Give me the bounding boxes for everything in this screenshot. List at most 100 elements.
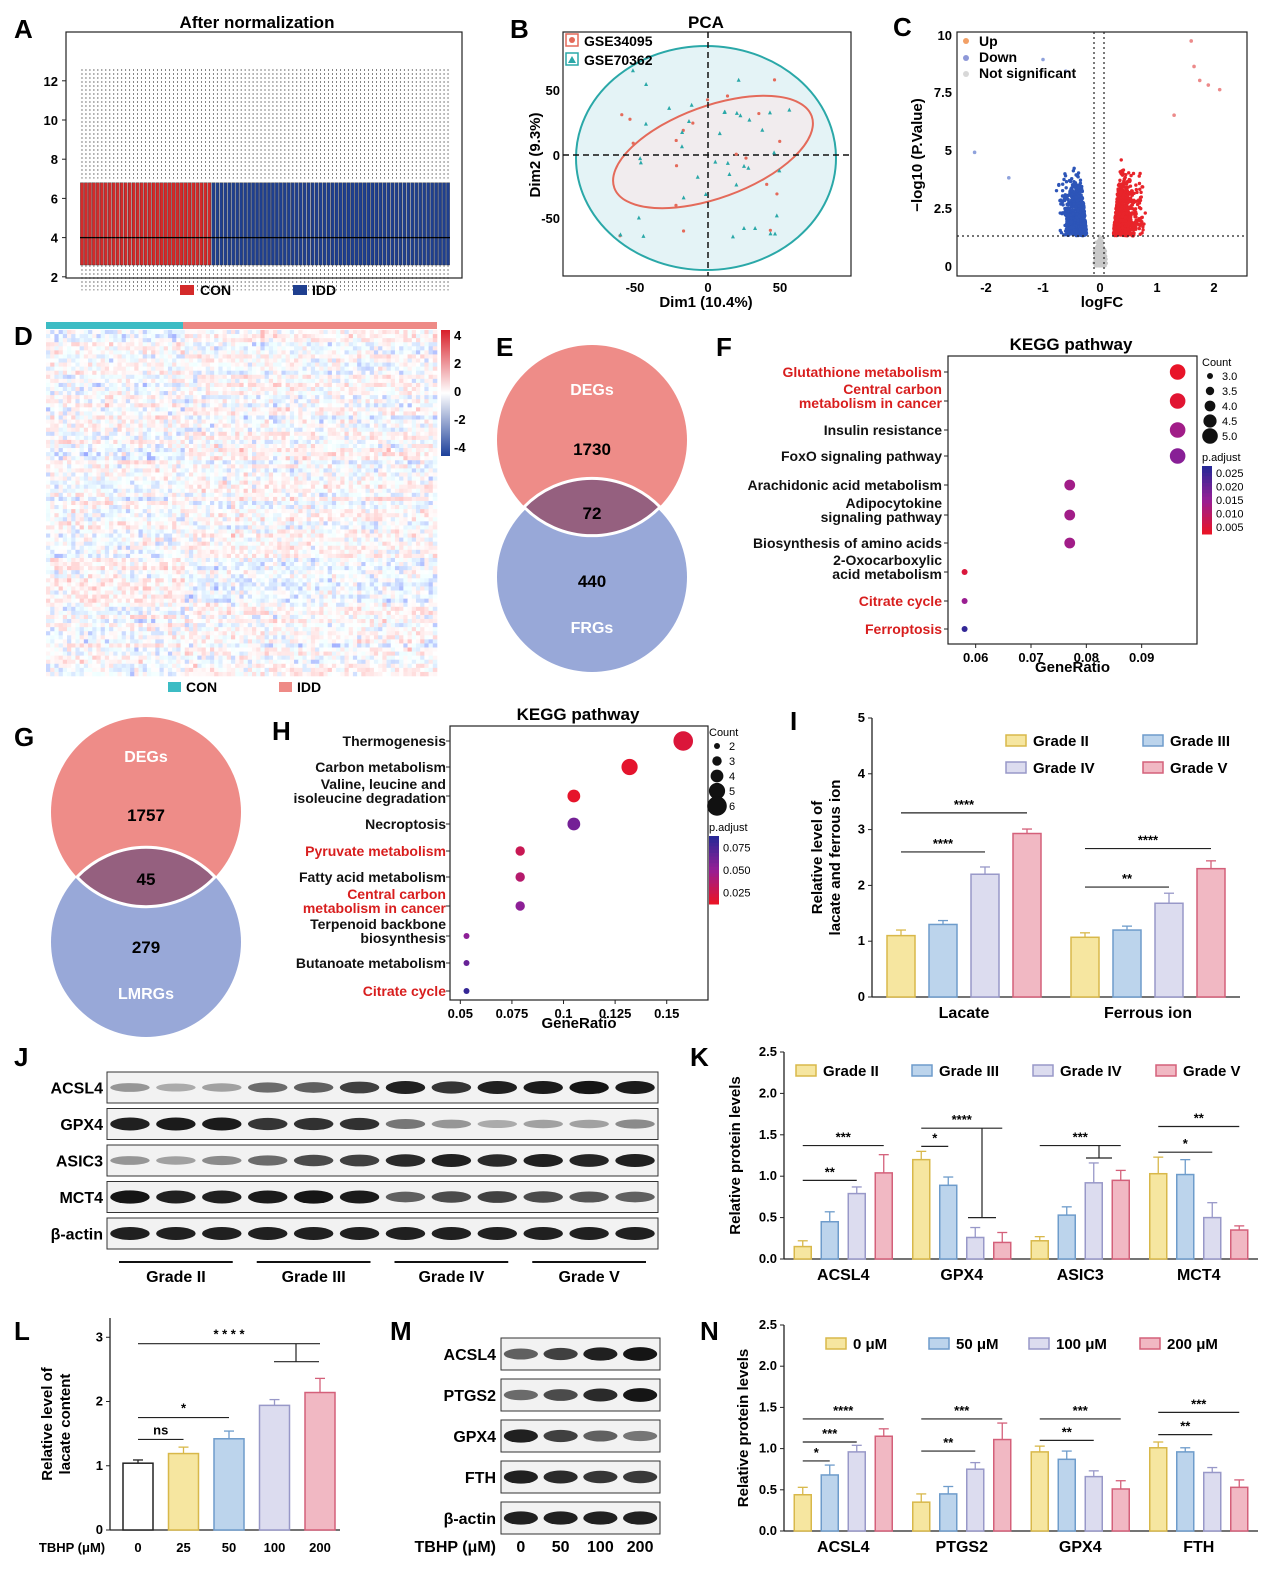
heatmap-cell [176,403,181,408]
heatmap-cell [340,346,345,351]
heatmap-cell [268,350,274,355]
heatmap-cell [298,411,303,416]
heatmap-cell [172,358,177,363]
heatmap-cell [260,350,265,355]
a-box [398,182,403,266]
volcano-point-up [1125,206,1129,210]
heatmap-cell [247,334,253,339]
heatmap-cell [294,382,299,388]
heatmap-cell [50,362,55,367]
heatmap-cell [420,366,425,372]
heatmap-cell [134,395,139,400]
heatmap-cell [83,407,89,412]
heatmap-cell [100,378,106,384]
heatmap-cell [285,370,291,376]
heatmap-cell [209,403,215,408]
volcano-point-down [1076,171,1081,175]
a-box [239,182,243,266]
heatmap-cell [399,342,404,347]
a-box [187,182,192,266]
pca-point-gse70362 [689,102,694,107]
heatmap-cell [155,399,160,404]
heatmap-cell [378,399,383,404]
heatmap-cell [281,334,286,339]
heatmap-cell [336,378,341,384]
heatmap-cell [294,374,299,380]
heatmap-cell [357,346,362,351]
heatmap-cell [340,366,345,372]
heatmap-cell [46,378,51,384]
heatmap-cell [109,374,114,380]
heatmap-cell [390,346,396,351]
heatmap-cell [184,334,190,339]
volcano-point-up [1133,221,1137,226]
heatmap-cell [92,399,97,404]
heatmap-cell [159,407,165,412]
heatmap-cell [239,354,244,359]
a-box [418,182,422,266]
heatmap-cell [294,330,299,335]
heatmap-cell [256,338,261,343]
heatmap-cell [201,362,207,367]
heatmap-cell [411,382,417,388]
pca-point-gse34095 [725,94,730,98]
pca-point-gse70362 [643,121,648,126]
heatmap-cell [138,378,143,384]
heatmap-cell [134,374,139,380]
pca-point-gse34095 [681,229,686,233]
heatmap-cell [361,411,366,416]
heatmap-cell [71,386,76,392]
heatmap-cell [399,386,404,392]
heatmap-cell [62,366,68,372]
heatmap-cell [382,391,387,396]
heatmap-cell [75,370,80,376]
heatmap-cell [365,378,371,384]
heatmap-cell [180,346,186,351]
heatmap-cell [323,350,328,355]
heatmap-cell [130,358,135,363]
heatmap-cell [260,395,265,400]
pca-point-gse70362 [703,192,708,197]
heatmap-cell [188,342,194,347]
heatmap-cell [151,370,156,376]
heatmap-cell [424,411,429,416]
heatmap-cell [188,374,194,380]
a-box [92,182,96,266]
heatmap-cell [172,366,177,372]
heatmap-cell [336,354,341,359]
heatmap-cell [289,370,295,376]
heatmap-cell [373,346,379,351]
heatmap-cell [100,346,106,351]
heatmap-cell [352,366,358,372]
heatmap-cell [352,370,358,376]
heatmap-cell [365,342,371,347]
heatmap-cell [142,330,148,335]
heatmap-cell [344,358,350,363]
heatmap-cell [386,342,392,347]
heatmap-cell [369,362,375,367]
heatmap-cell [197,354,202,359]
heatmap-cell [230,378,236,384]
heatmap-cell [424,342,429,347]
heatmap-cell [327,399,333,404]
heatmap-cell [134,346,139,351]
volcano-point-outlier [1007,176,1011,180]
heatmap-cell [407,334,413,339]
heatmap-cell [142,334,148,339]
heatmap-cell [315,338,320,343]
heatmap-cell [399,350,404,355]
heatmap-cell [142,338,148,343]
heatmap-cell [205,362,211,367]
heatmap-cell [403,395,408,400]
heatmap-cell [243,362,249,367]
heatmap-cell [88,391,93,396]
heatmap-cell [365,334,371,339]
heatmap-cell [432,386,438,392]
heatmap-cell [163,407,169,412]
heatmap-cell [348,407,354,412]
heatmap-cell [277,395,282,400]
heatmap-cell [159,374,165,380]
heatmap-cell [159,411,165,416]
heatmap-cell [130,386,135,392]
heatmap-cell [327,362,333,367]
